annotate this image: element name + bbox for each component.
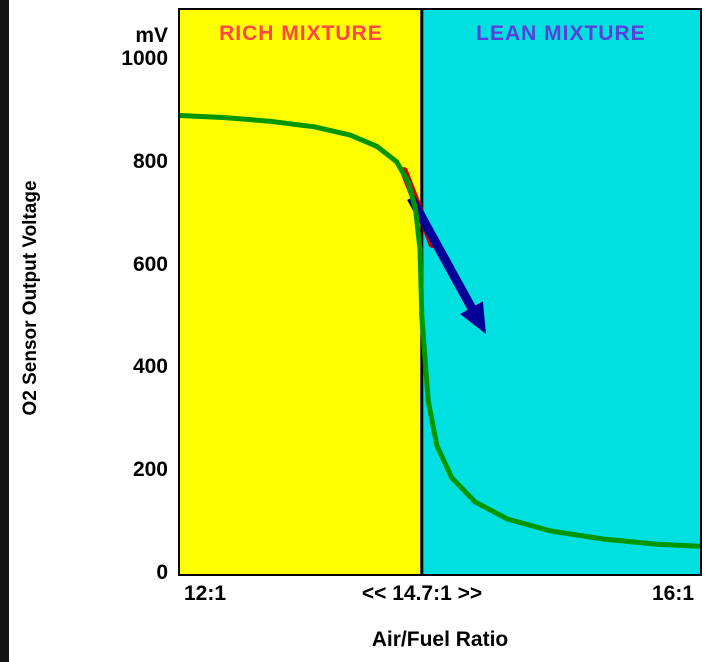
o2-curve [180,113,700,549]
region-rich [180,10,422,574]
x-tick-12: 12:1 [184,582,227,605]
y-axis-unit: mV [135,24,168,47]
rich-to-lean-blue-arrow-head [460,301,486,334]
y-tick-label: 200 [132,458,168,482]
y-tick-label: 1000 [121,47,168,70]
region-lean [421,10,700,574]
y-tick-label: 400 [132,355,168,379]
region-label-rich: RICH MIXTURE [219,22,383,45]
y-tick-label: 600 [132,252,168,276]
plot-area: RICH MIXTURE LEAN MIXTURE [178,8,702,576]
rich-to-lean-blue-arrow [407,195,479,316]
y-tick-label: 0 [156,561,168,584]
y-axis-title: O2 Sensor Output Voltage [20,180,41,416]
x-tick-stoich: << 14.7:1 >> [361,582,483,605]
x-tick-16: 16:1 [651,582,694,605]
y-tick-label: 800 [132,149,168,173]
x-axis-title: Air/Fuel Ratio [371,628,509,651]
chart-svg [180,10,700,574]
region-label-lean: LEAN MIXTURE [476,22,646,45]
window-edge [0,0,9,662]
